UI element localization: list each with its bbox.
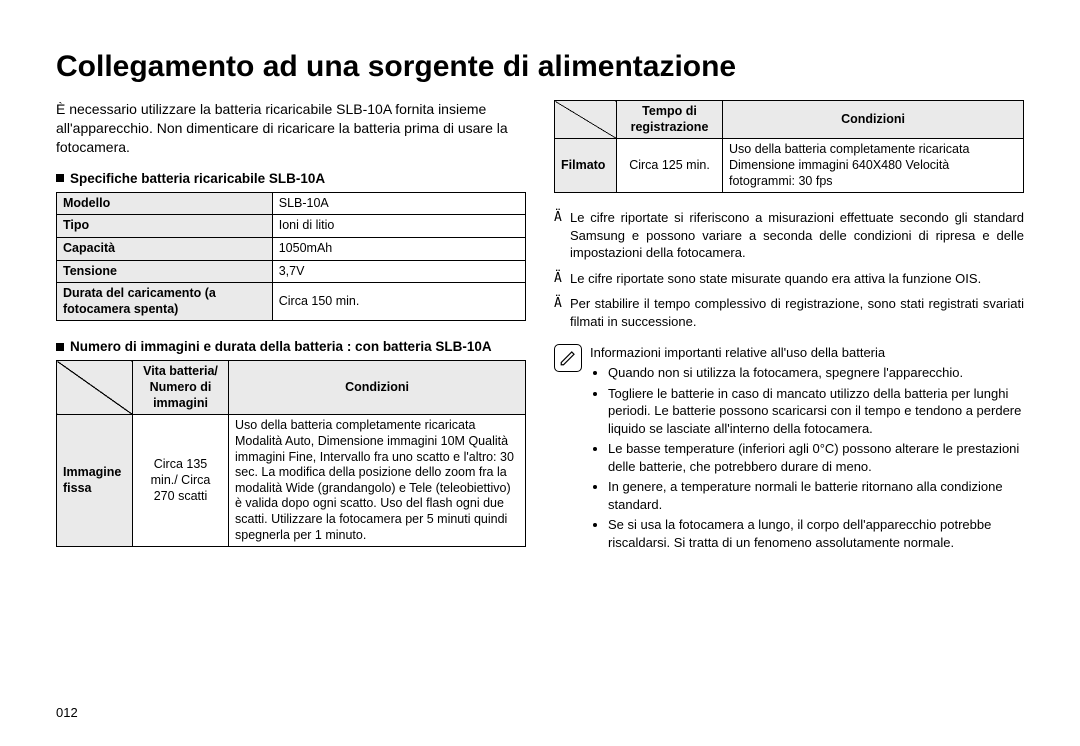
intro-paragraph: È necessario utilizzare la batteria rica… xyxy=(56,100,526,157)
info-icon-wrap xyxy=(554,344,590,554)
pencil-icon xyxy=(559,349,577,367)
usage-table: Vita batteria/ Numero di immagini Condiz… xyxy=(56,360,526,547)
bullet-square-icon xyxy=(56,174,64,182)
spec-label: Capacità xyxy=(57,237,273,260)
usage-row-value: Circa 135 min./ Circa 270 scatti xyxy=(133,415,229,547)
page-number: 012 xyxy=(56,705,78,720)
info-list-item: Togliere le batterie in caso di mancato … xyxy=(608,385,1024,438)
footnote-text: Le cifre riportate si riferiscono a misu… xyxy=(570,209,1024,262)
spec-value: 1050mAh xyxy=(272,237,525,260)
info-list-item: In genere, a temperature normali le batt… xyxy=(608,478,1024,513)
table-row: Filmato Circa 125 min. Uso della batteri… xyxy=(555,139,1024,193)
info-list-item: Quando non si utilizza la fotocamera, sp… xyxy=(608,364,1024,382)
spec-label: Tensione xyxy=(57,260,273,283)
movie-row-cond: Uso della batteria completamente ricaric… xyxy=(723,139,1024,193)
spec-heading-text: Specifiche batteria ricaricabile SLB-10A xyxy=(70,171,325,186)
movie-header-time: Tempo di registrazione xyxy=(617,101,723,139)
movie-header-cond: Condizioni xyxy=(723,101,1024,139)
table-header-row: Vita batteria/ Numero di immagini Condiz… xyxy=(57,361,526,415)
usage-header-cond: Condizioni xyxy=(229,361,526,415)
footnotes: ÄLe cifre riportate si riferiscono a mis… xyxy=(554,209,1024,330)
spec-value: Ioni di litio xyxy=(272,215,525,238)
table-row: Durata del caricamento (a fotocamera spe… xyxy=(57,283,526,321)
spec-table: ModelloSLB-10A TipoIoni di litio Capacit… xyxy=(56,192,526,322)
page-title: Collegamento ad una sorgente di alimenta… xyxy=(56,50,1024,84)
spec-label: Tipo xyxy=(57,215,273,238)
note-icon xyxy=(554,344,582,372)
bullet-square-icon xyxy=(56,343,64,351)
movie-row-value: Circa 125 min. xyxy=(617,139,723,193)
spec-value: SLB-10A xyxy=(272,192,525,215)
asterisk-icon: Ä xyxy=(554,270,570,288)
footnote-item: ÄPer stabilire il tempo complessivo di r… xyxy=(554,295,1024,330)
usage-heading-text: Numero di immagini e durata della batter… xyxy=(70,339,492,354)
table-row: Capacità1050mAh xyxy=(57,237,526,260)
diagonal-header-cell xyxy=(555,101,617,139)
table-header-row: Tempo di registrazione Condizioni xyxy=(555,101,1024,139)
footnote-text: Per stabilire il tempo complessivo di re… xyxy=(570,295,1024,330)
footnote-item: ÄLe cifre riportate si riferiscono a mis… xyxy=(554,209,1024,262)
info-list: Quando non si utilizza la fotocamera, sp… xyxy=(590,364,1024,551)
usage-row-label: Immagine fissa xyxy=(57,415,133,547)
manual-page: Collegamento ad una sorgente di alimenta… xyxy=(0,0,1080,574)
usage-row-cond: Uso della batteria completamente ricaric… xyxy=(229,415,526,547)
table-row: ModelloSLB-10A xyxy=(57,192,526,215)
spec-heading: Specifiche batteria ricaricabile SLB-10A xyxy=(56,171,526,186)
content-columns: È necessario utilizzare la batteria rica… xyxy=(56,100,1024,554)
info-lead: Informazioni importanti relative all'uso… xyxy=(590,344,1024,362)
info-list-item: Se si usa la fotocamera a lungo, il corp… xyxy=(608,516,1024,551)
footnote-text: Le cifre riportate sono state misurate q… xyxy=(570,270,981,288)
asterisk-icon: Ä xyxy=(554,295,570,330)
footnote-item: ÄLe cifre riportate sono state misurate … xyxy=(554,270,1024,288)
usage-header-life: Vita batteria/ Numero di immagini xyxy=(133,361,229,415)
info-content: Informazioni importanti relative all'uso… xyxy=(590,344,1024,554)
diagonal-header-cell xyxy=(57,361,133,415)
spec-value: 3,7V xyxy=(272,260,525,283)
info-list-item: Le basse temperature (inferiori agli 0°C… xyxy=(608,440,1024,475)
spec-label: Durata del caricamento (a fotocamera spe… xyxy=(57,283,273,321)
right-column: Tempo di registrazione Condizioni Filmat… xyxy=(554,100,1024,554)
asterisk-icon: Ä xyxy=(554,209,570,262)
spec-value: Circa 150 min. xyxy=(272,283,525,321)
usage-heading: Numero di immagini e durata della batter… xyxy=(56,339,526,354)
movie-row-label: Filmato xyxy=(555,139,617,193)
table-row: Immagine fissa Circa 135 min./ Circa 270… xyxy=(57,415,526,547)
table-row: TipoIoni di litio xyxy=(57,215,526,238)
info-box: Informazioni importanti relative all'uso… xyxy=(554,344,1024,554)
spec-label: Modello xyxy=(57,192,273,215)
table-row: Tensione3,7V xyxy=(57,260,526,283)
left-column: È necessario utilizzare la batteria rica… xyxy=(56,100,526,554)
movie-table: Tempo di registrazione Condizioni Filmat… xyxy=(554,100,1024,193)
